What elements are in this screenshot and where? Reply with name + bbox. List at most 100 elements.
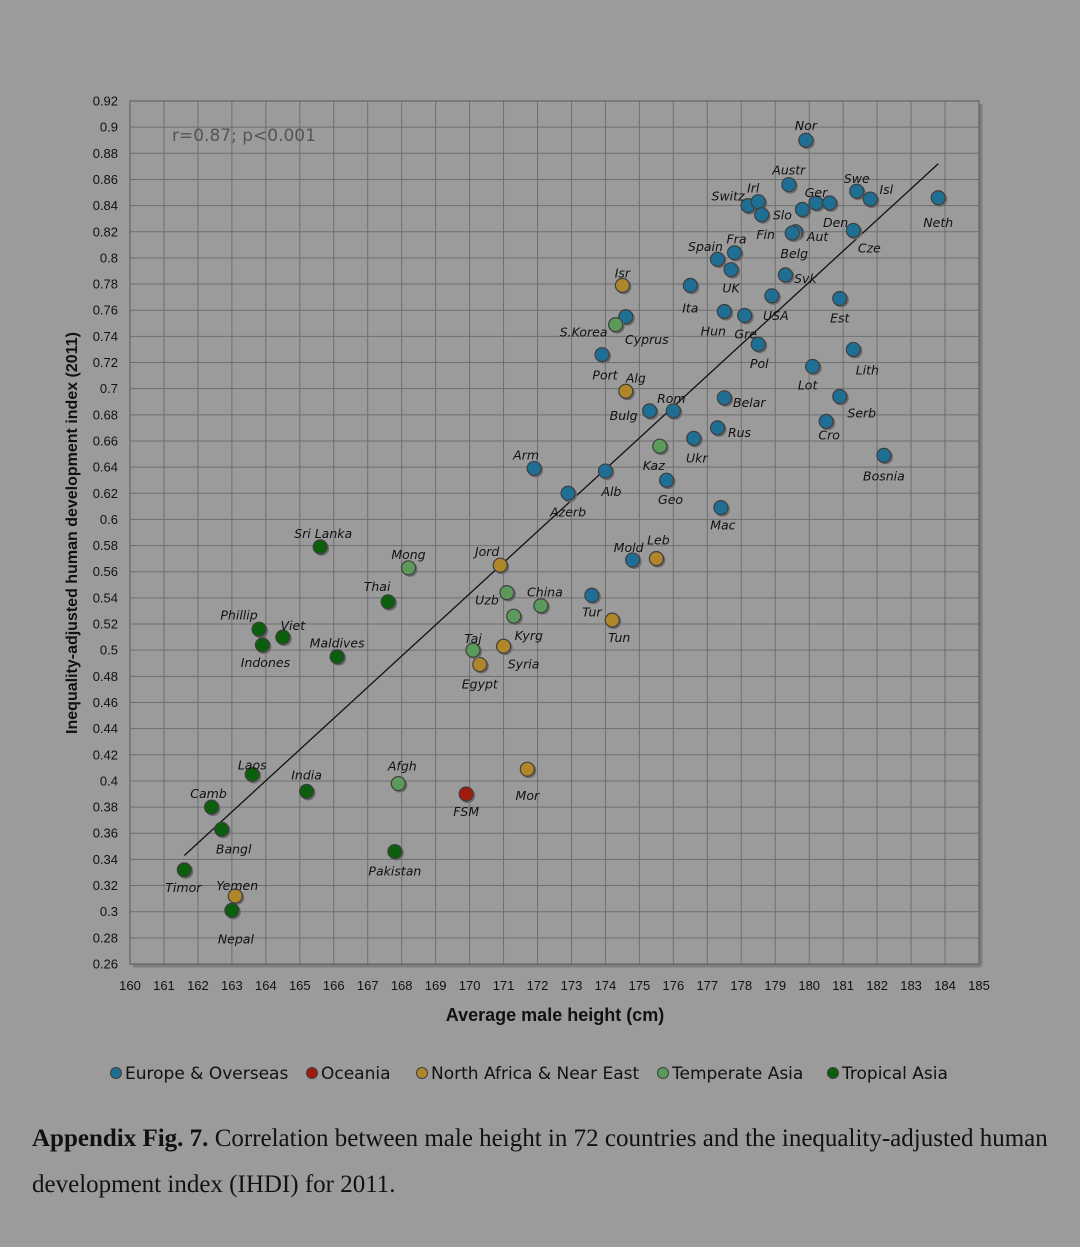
x-tick-label: 179 <box>764 978 786 993</box>
x-tick-label: 177 <box>696 978 718 993</box>
data-point <box>845 341 861 358</box>
y-tick-label: 0.7 <box>100 381 118 396</box>
point-label: Rus <box>728 425 752 440</box>
x-tick-label: 182 <box>866 978 888 993</box>
x-tick-label: 173 <box>561 978 583 993</box>
y-tick-label: 0.32 <box>93 878 118 893</box>
point-label: Cyprus <box>625 332 669 347</box>
data-point <box>794 201 811 218</box>
point-label: Port <box>592 368 618 383</box>
point-label: Afgh <box>387 759 417 774</box>
y-tick-label: 0.38 <box>93 800 118 815</box>
x-tick-labels: 160 161 162 163 164 165 166 167 168 169 170 171 172 1… <box>119 978 990 993</box>
data-point <box>876 447 892 463</box>
point-label: Fin <box>756 227 775 242</box>
point-label: Isr <box>615 265 631 280</box>
point-label: Camb <box>190 786 227 801</box>
data-point <box>214 821 230 837</box>
point-label: Bulg <box>610 408 638 423</box>
data-point <box>560 485 576 501</box>
point-label: Viet <box>281 618 307 633</box>
data-point <box>312 539 328 555</box>
point-label: Alg <box>625 370 646 385</box>
legend-marker <box>306 1067 318 1079</box>
y-tick-label: 0.8 <box>100 250 118 265</box>
data-point <box>400 560 417 576</box>
x-tick-label: 161 <box>153 978 175 993</box>
data-point <box>726 245 743 261</box>
legend-marker <box>416 1067 428 1079</box>
point-label: Syria <box>508 656 540 671</box>
legend-label: North Africa & Near East <box>431 1064 640 1084</box>
point-label: Tun <box>608 630 630 645</box>
x-tick-label: 170 <box>459 978 481 993</box>
point-label: FSM <box>453 804 479 819</box>
data-point <box>608 316 624 333</box>
data-point <box>499 585 515 601</box>
point-label: Pakistan <box>368 864 421 879</box>
point-label: Bangl <box>216 841 252 856</box>
data-point <box>387 843 403 860</box>
y-tick-label: 0.52 <box>93 617 118 632</box>
y-tick-labels: 0.26 0.28 0.3 0.32 0.34 0.36 0.38 0.4 0.42 0.44 0.… <box>93 94 118 972</box>
point-label: Hun <box>701 324 726 339</box>
point-label: India <box>291 767 322 782</box>
y-tick-label: 0.3 <box>100 904 118 919</box>
data-point <box>533 598 549 614</box>
point-label: Uzb <box>475 593 499 608</box>
data-point <box>641 403 658 419</box>
data-point <box>203 799 220 815</box>
y-tick-label: 0.46 <box>93 695 118 710</box>
data-point <box>723 262 739 278</box>
data-point <box>764 288 780 304</box>
data-point <box>832 290 848 307</box>
point-label: USA <box>763 308 789 323</box>
data-point <box>804 358 821 375</box>
y-tick-label: 0.76 <box>93 303 118 318</box>
y-tick-label: 0.36 <box>93 826 118 841</box>
point-label: UK <box>722 281 741 296</box>
data-point <box>716 390 732 406</box>
x-tick-label: 172 <box>527 978 549 993</box>
point-label: Nepal <box>218 931 255 946</box>
point-label: Cro <box>818 427 840 442</box>
legend-label: Temperate Asia <box>671 1064 803 1084</box>
data-point <box>584 587 600 603</box>
data-point <box>495 638 512 654</box>
legend-marker <box>110 1067 122 1079</box>
point-label: Swe <box>844 171 870 186</box>
grid-lines <box>129 100 983 968</box>
x-tick-label: 174 <box>595 978 617 993</box>
point-label: Spain <box>688 239 723 254</box>
y-tick-label: 0.84 <box>93 198 118 213</box>
y-tick-label: 0.86 <box>93 172 118 187</box>
data-point <box>519 761 535 777</box>
point-label: Mac <box>710 518 735 533</box>
data-point <box>781 177 797 193</box>
point-label: Switz <box>712 189 746 204</box>
x-tick-label: 184 <box>934 978 956 993</box>
data-point <box>614 277 631 293</box>
x-tick-label: 164 <box>255 978 277 993</box>
data-point <box>597 463 614 479</box>
data-point <box>254 637 271 653</box>
point-label: Neth <box>923 215 953 230</box>
data-point <box>798 132 814 148</box>
data-point <box>506 608 522 624</box>
data-point <box>682 277 698 293</box>
data-point <box>750 194 766 210</box>
x-tick-label: 165 <box>289 978 311 993</box>
data-point <box>716 303 732 320</box>
point-label: Cze <box>858 240 881 255</box>
data-point <box>298 783 315 800</box>
point-label: Alb <box>600 484 621 499</box>
legend-label: Europe & Overseas <box>125 1064 288 1084</box>
data-point <box>784 225 800 241</box>
point-label: Belar <box>733 395 766 410</box>
point-label: Ukr <box>686 450 708 465</box>
point-label: Est <box>830 310 850 325</box>
point-label: Geo <box>658 492 683 507</box>
legend-marker <box>657 1067 669 1079</box>
